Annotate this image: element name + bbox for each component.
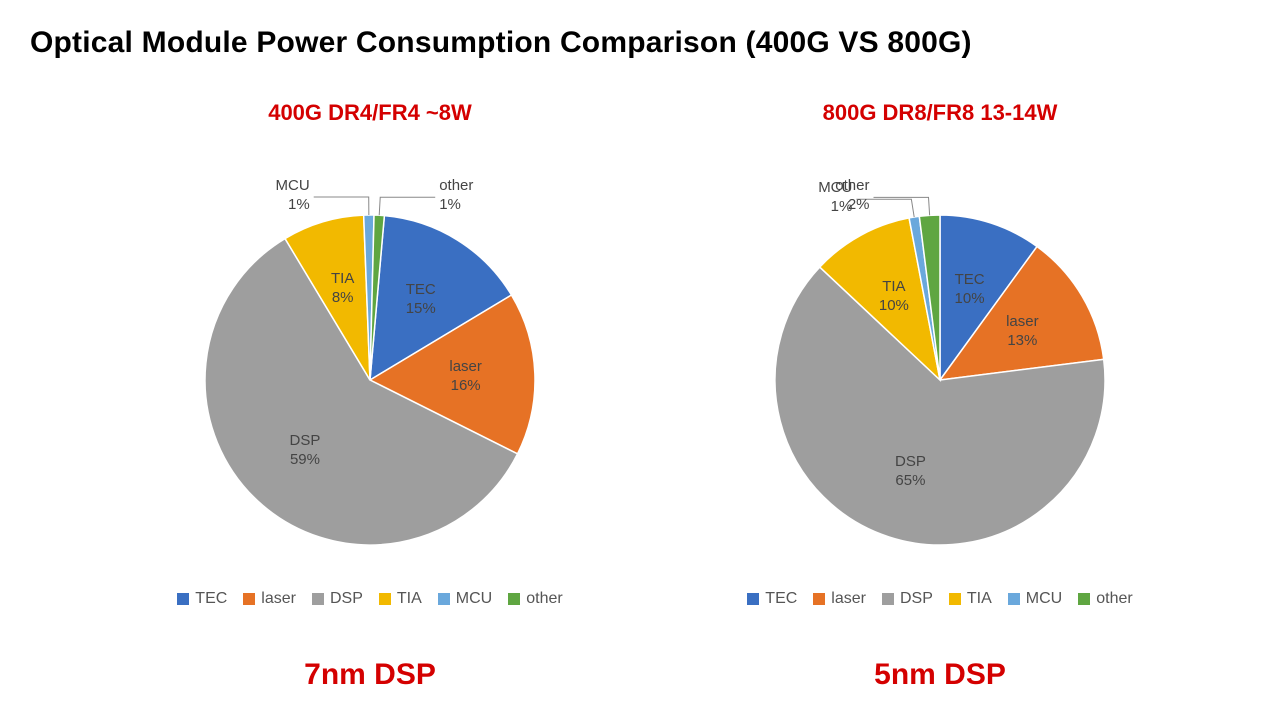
- legend-item-dsp: DSP: [882, 590, 933, 608]
- slice-label-laser: laser16%: [436, 358, 496, 396]
- legend-swatch-mcu: [438, 593, 450, 605]
- chart-panel-800g: 800G DR8/FR8 13-14W TEC10% laser13% DSP65%…: [660, 100, 1220, 700]
- legend-swatch-laser: [243, 593, 255, 605]
- legend-item-tec: TEC: [177, 590, 227, 608]
- legend-item-other: other: [508, 590, 562, 608]
- legend-label: MCU: [456, 590, 492, 608]
- chart-title-400g: 400G DR4/FR4 ~8W: [90, 100, 650, 126]
- slice-label-tia: TIA10%: [864, 278, 924, 316]
- legend-label: DSP: [330, 590, 363, 608]
- legend-label: other: [526, 590, 562, 608]
- slice-label-other: other2%: [810, 177, 870, 215]
- legend-item-other: other: [1078, 590, 1132, 608]
- legend-label: DSP: [900, 590, 933, 608]
- chart-title-800g: 800G DR8/FR8 13-14W: [660, 100, 1220, 126]
- legend-label: MCU: [1026, 590, 1062, 608]
- leader-line-other: [874, 197, 930, 215]
- legend-item-tia: TIA: [379, 590, 422, 608]
- slice-label-dsp: DSP59%: [275, 432, 335, 470]
- legend-label: TEC: [195, 590, 227, 608]
- slice-label-other: other1%: [439, 177, 499, 215]
- legend-label: other: [1096, 590, 1132, 608]
- legend-item-laser: laser: [813, 590, 866, 608]
- slice-label-dsp: DSP65%: [880, 453, 940, 491]
- slice-label-laser: laser13%: [992, 313, 1052, 351]
- legend-800g: TEC laser DSP TIA MCU other: [660, 590, 1220, 608]
- legend-swatch-tec: [177, 593, 189, 605]
- legend-label: TIA: [397, 590, 422, 608]
- legend-label: laser: [261, 590, 296, 608]
- legend-label: TEC: [765, 590, 797, 608]
- legend-swatch-laser: [813, 593, 825, 605]
- legend-item-mcu: MCU: [438, 590, 492, 608]
- legend-item-laser: laser: [243, 590, 296, 608]
- legend-item-dsp: DSP: [312, 590, 363, 608]
- legend-swatch-tia: [379, 593, 391, 605]
- page-title: Optical Module Power Consumption Compari…: [30, 26, 972, 60]
- leader-line-mcu: [314, 197, 369, 215]
- legend-item-tia: TIA: [949, 590, 992, 608]
- legend-swatch-dsp: [882, 593, 894, 605]
- legend-swatch-tia: [949, 593, 961, 605]
- legend-item-tec: TEC: [747, 590, 797, 608]
- slice-label-mcu: MCU1%: [250, 177, 310, 215]
- legend-swatch-tec: [747, 593, 759, 605]
- legend-400g: TEC laser DSP TIA MCU other: [90, 590, 650, 608]
- legend-swatch-other: [1078, 593, 1090, 605]
- chart-panel-400g: 400G DR4/FR4 ~8W TEC15% laser16% DSP59% TIA…: [90, 100, 650, 700]
- pie-400g: TEC15% laser16% DSP59% TIA8% MCU1% other1%: [90, 140, 650, 580]
- slice-label-tia: TIA8%: [313, 270, 373, 308]
- leader-line-other: [379, 197, 435, 215]
- legend-swatch-dsp: [312, 593, 324, 605]
- legend-item-mcu: MCU: [1008, 590, 1062, 608]
- pie-800g: TEC10%laser13%DSP65%TIA10%MCU1%other2%: [660, 140, 1220, 580]
- footer-label-400g: 7nm DSP: [90, 658, 650, 692]
- footer-label-800g: 5nm DSP: [660, 658, 1220, 692]
- legend-label: TIA: [967, 590, 992, 608]
- slice-label-tec: TEC10%: [940, 271, 1000, 309]
- legend-label: laser: [831, 590, 866, 608]
- legend-swatch-other: [508, 593, 520, 605]
- slice-label-tec: TEC15%: [391, 281, 451, 319]
- legend-swatch-mcu: [1008, 593, 1020, 605]
